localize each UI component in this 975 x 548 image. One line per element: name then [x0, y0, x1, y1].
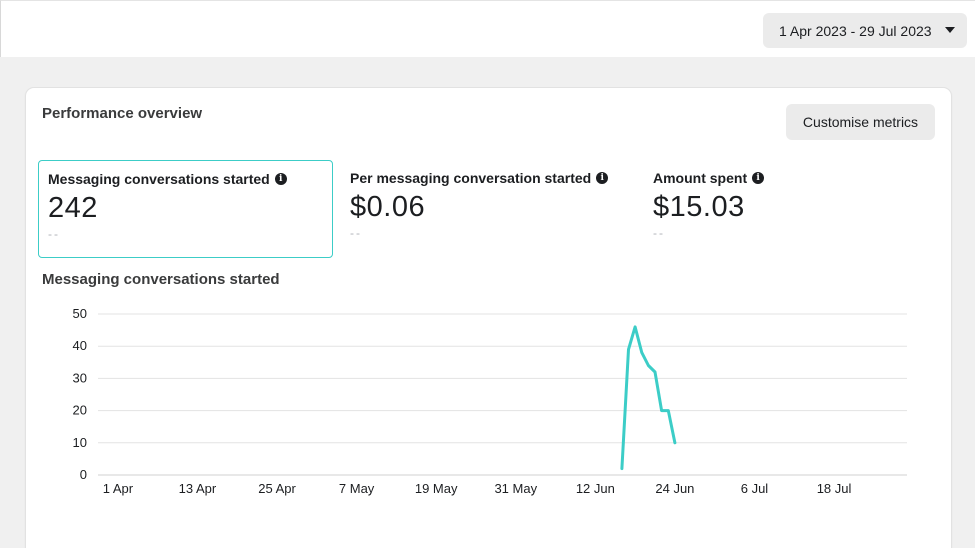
- metric-comparison: --: [350, 226, 362, 240]
- series-line[interactable]: [620, 325, 677, 471]
- metric-comparison: --: [48, 227, 60, 241]
- metric-comparison: --: [653, 226, 665, 240]
- x-tick-label: 13 Apr: [179, 481, 217, 496]
- chart-gridlines: [98, 313, 907, 476]
- x-tick-label: 1 Apr: [103, 481, 134, 496]
- data-point[interactable]: [653, 370, 657, 374]
- chart-series: [620, 325, 677, 471]
- data-point[interactable]: [673, 441, 677, 444]
- y-tick-label: 0: [80, 467, 87, 482]
- x-tick-label: 19 May: [415, 481, 458, 496]
- info-icon[interactable]: i: [274, 173, 287, 185]
- x-tick-label: 31 May: [494, 481, 537, 496]
- y-tick-label: 30: [73, 370, 87, 385]
- date-range-label: 1 Apr 2023 - 29 Jul 2023: [779, 22, 932, 39]
- metric-value: $0.06: [350, 191, 426, 223]
- metric-value: 242: [48, 192, 98, 224]
- y-tick-label: 10: [73, 435, 87, 450]
- x-tick-label: 24 Jun: [655, 481, 694, 496]
- x-tick-label: 7 May: [339, 481, 375, 496]
- metric-label: Per messaging conversation started: [350, 170, 592, 186]
- y-tick-label: 20: [73, 403, 87, 418]
- data-point[interactable]: [667, 409, 670, 412]
- metric-label: Messaging conversations started: [48, 171, 270, 187]
- x-axis: 1 Apr 13 Apr 25 Apr 7 May 19 May 31 May 12 Jun…: [103, 481, 852, 496]
- x-tick-label: 18 Jul: [817, 481, 852, 496]
- caret-down-icon: [945, 27, 955, 33]
- data-point[interactable]: [640, 351, 643, 354]
- y-axis: 0 10 20 30 40 50: [73, 306, 87, 482]
- y-tick-label: 40: [73, 338, 87, 353]
- customise-metrics-button[interactable]: Customise metrics: [786, 104, 935, 140]
- info-icon[interactable]: i: [596, 172, 609, 184]
- performance-overview-card: Performance overview Customise metrics M…: [26, 88, 951, 548]
- data-point[interactable]: [633, 325, 637, 329]
- data-point[interactable]: [660, 409, 663, 412]
- metric-label: Amount spent: [653, 170, 748, 186]
- card-title: Performance overview: [42, 105, 203, 122]
- data-point[interactable]: [620, 467, 624, 470]
- metric-cost-per-conversation[interactable]: Per messaging conversation started i $0.…: [341, 160, 636, 258]
- x-tick-label: 12 Jun: [576, 481, 615, 496]
- metric-amount-spent[interactable]: Amount spent i $15.03 --: [644, 160, 939, 258]
- line-chart[interactable]: 0 10 20 30 40 50 1 Apr 13 Apr 25 Apr 7 May 19 May…: [26, 288, 951, 508]
- data-point[interactable]: [647, 364, 650, 367]
- metric-messaging-conversations[interactable]: Messaging conversations started i 242 --: [38, 160, 333, 258]
- data-point[interactable]: [627, 348, 630, 351]
- metric-value: $15.03: [653, 191, 745, 223]
- info-icon[interactable]: i: [752, 172, 765, 184]
- y-tick-label: 50: [73, 306, 87, 321]
- top-bar: 1 Apr 2023 - 29 Jul 2023: [0, 0, 975, 57]
- x-tick-label: 25 Apr: [258, 481, 296, 496]
- chart-title: Messaging conversations started: [42, 271, 280, 288]
- date-range-picker[interactable]: 1 Apr 2023 - 29 Jul 2023: [763, 13, 967, 48]
- x-tick-label: 6 Jul: [741, 481, 769, 496]
